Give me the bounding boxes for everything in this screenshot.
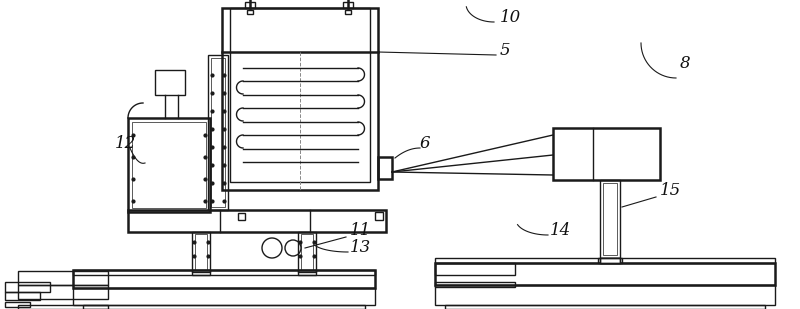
Bar bbox=[238, 213, 245, 220]
Bar bbox=[5, 282, 50, 292]
Text: 12: 12 bbox=[115, 135, 136, 152]
Bar bbox=[603, 183, 617, 255]
Bar bbox=[600, 258, 620, 263]
Text: 5: 5 bbox=[500, 42, 510, 59]
Text: 6: 6 bbox=[420, 135, 430, 152]
Bar bbox=[132, 122, 206, 208]
Text: 8: 8 bbox=[680, 55, 690, 72]
Bar bbox=[298, 270, 316, 275]
Bar bbox=[5, 292, 40, 300]
Bar bbox=[230, 8, 370, 182]
Bar bbox=[600, 180, 620, 258]
Bar bbox=[343, 2, 353, 8]
Text: 10: 10 bbox=[500, 9, 522, 26]
Bar bbox=[553, 128, 660, 180]
Bar bbox=[435, 285, 775, 305]
Bar bbox=[445, 305, 765, 309]
Bar bbox=[298, 232, 316, 272]
Bar bbox=[435, 282, 515, 287]
Bar bbox=[600, 258, 620, 263]
Text: 14: 14 bbox=[550, 222, 571, 239]
Bar bbox=[598, 258, 622, 263]
Bar bbox=[192, 270, 210, 275]
Bar bbox=[128, 118, 210, 212]
Bar bbox=[5, 302, 30, 307]
Bar bbox=[73, 270, 375, 288]
Bar bbox=[222, 8, 378, 190]
Bar bbox=[247, 10, 253, 14]
Text: 13: 13 bbox=[350, 239, 371, 256]
Bar bbox=[73, 288, 375, 305]
Bar bbox=[345, 10, 351, 14]
Bar bbox=[18, 285, 108, 299]
Bar bbox=[435, 258, 775, 263]
Bar bbox=[155, 70, 185, 95]
Text: 15: 15 bbox=[660, 182, 682, 199]
Bar bbox=[435, 263, 515, 275]
Bar bbox=[435, 263, 775, 285]
Bar bbox=[192, 232, 210, 272]
Bar bbox=[245, 2, 255, 8]
Bar bbox=[83, 305, 365, 309]
Bar bbox=[301, 234, 313, 270]
Bar bbox=[195, 234, 207, 270]
Bar bbox=[211, 58, 225, 207]
Bar bbox=[18, 271, 108, 285]
Bar bbox=[128, 210, 386, 232]
Bar bbox=[375, 212, 383, 220]
Text: 11: 11 bbox=[350, 222, 371, 239]
Bar bbox=[73, 270, 375, 275]
Bar bbox=[18, 305, 108, 309]
Bar bbox=[208, 55, 228, 210]
Bar bbox=[378, 157, 392, 179]
